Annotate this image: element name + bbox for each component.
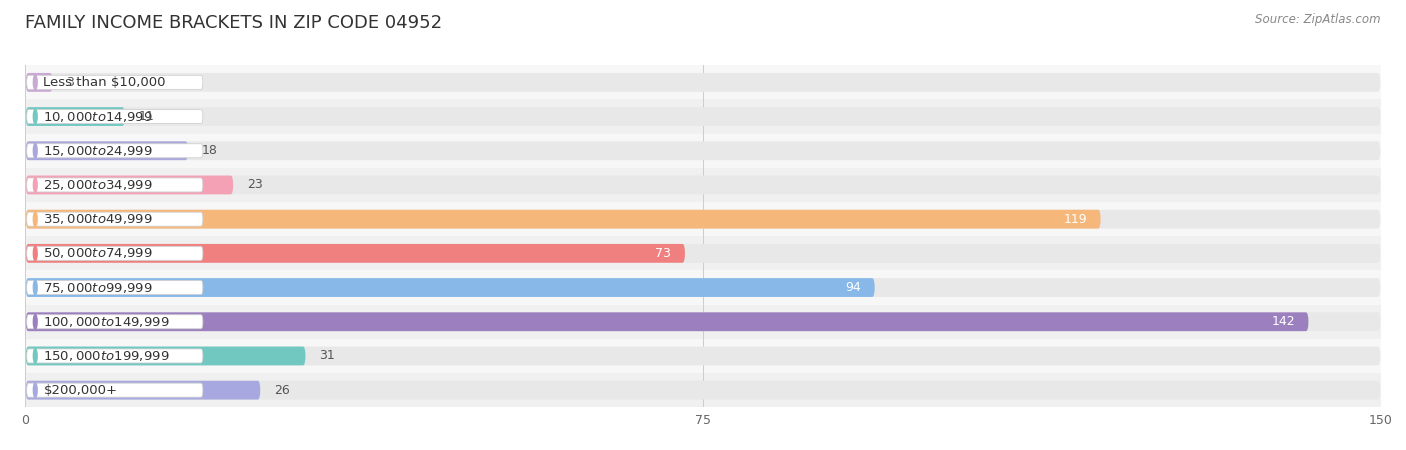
Bar [25, 339, 1381, 373]
Bar [25, 373, 1381, 407]
Text: $35,000 to $49,999: $35,000 to $49,999 [44, 212, 153, 226]
FancyBboxPatch shape [25, 278, 875, 297]
Text: 23: 23 [246, 179, 263, 191]
Bar [25, 134, 1381, 168]
FancyBboxPatch shape [25, 141, 1381, 160]
Text: $100,000 to $149,999: $100,000 to $149,999 [44, 315, 170, 329]
Circle shape [34, 280, 37, 295]
Text: $200,000+: $200,000+ [44, 384, 117, 396]
FancyBboxPatch shape [25, 381, 1381, 400]
Bar [25, 65, 1381, 99]
FancyBboxPatch shape [27, 246, 202, 261]
Text: 119: 119 [1063, 213, 1087, 225]
Text: 26: 26 [274, 384, 290, 396]
FancyBboxPatch shape [27, 212, 202, 226]
Circle shape [34, 109, 37, 124]
Circle shape [34, 144, 37, 158]
FancyBboxPatch shape [27, 349, 202, 363]
Text: FAMILY INCOME BRACKETS IN ZIP CODE 04952: FAMILY INCOME BRACKETS IN ZIP CODE 04952 [25, 14, 443, 32]
Circle shape [34, 246, 37, 261]
Text: 94: 94 [845, 281, 860, 294]
Text: 142: 142 [1271, 315, 1295, 328]
FancyBboxPatch shape [25, 278, 1381, 297]
Circle shape [34, 349, 37, 363]
Circle shape [34, 75, 37, 90]
FancyBboxPatch shape [25, 107, 1381, 126]
Bar [25, 202, 1381, 236]
FancyBboxPatch shape [27, 144, 202, 158]
FancyBboxPatch shape [25, 141, 188, 160]
FancyBboxPatch shape [25, 346, 1381, 365]
Text: 31: 31 [319, 350, 335, 362]
FancyBboxPatch shape [25, 210, 1101, 229]
Text: 11: 11 [138, 110, 155, 123]
Circle shape [34, 383, 37, 397]
Text: $75,000 to $99,999: $75,000 to $99,999 [44, 280, 153, 295]
FancyBboxPatch shape [25, 346, 305, 365]
Text: $25,000 to $34,999: $25,000 to $34,999 [44, 178, 153, 192]
FancyBboxPatch shape [25, 381, 260, 400]
Text: $150,000 to $199,999: $150,000 to $199,999 [44, 349, 170, 363]
Text: 73: 73 [655, 247, 672, 260]
FancyBboxPatch shape [25, 210, 1381, 229]
Bar [25, 270, 1381, 305]
FancyBboxPatch shape [25, 73, 1381, 92]
FancyBboxPatch shape [25, 312, 1381, 331]
Circle shape [34, 315, 37, 329]
FancyBboxPatch shape [25, 176, 1381, 194]
Circle shape [34, 178, 37, 192]
Text: $10,000 to $14,999: $10,000 to $14,999 [44, 109, 153, 124]
FancyBboxPatch shape [27, 178, 202, 192]
Circle shape [34, 212, 37, 226]
FancyBboxPatch shape [27, 383, 202, 397]
Text: 18: 18 [201, 144, 218, 157]
Text: Source: ZipAtlas.com: Source: ZipAtlas.com [1256, 14, 1381, 27]
FancyBboxPatch shape [27, 280, 202, 295]
Bar [25, 99, 1381, 134]
Text: Less than $10,000: Less than $10,000 [44, 76, 166, 89]
FancyBboxPatch shape [25, 244, 1381, 263]
FancyBboxPatch shape [27, 315, 202, 329]
FancyBboxPatch shape [27, 109, 202, 124]
FancyBboxPatch shape [25, 176, 233, 194]
Text: $15,000 to $24,999: $15,000 to $24,999 [44, 144, 153, 158]
Text: 3: 3 [66, 76, 75, 89]
Bar [25, 168, 1381, 202]
Bar [25, 305, 1381, 339]
FancyBboxPatch shape [25, 244, 685, 263]
FancyBboxPatch shape [25, 107, 125, 126]
FancyBboxPatch shape [27, 75, 202, 90]
Text: $50,000 to $74,999: $50,000 to $74,999 [44, 246, 153, 261]
FancyBboxPatch shape [25, 73, 52, 92]
FancyBboxPatch shape [25, 312, 1309, 331]
Bar [25, 236, 1381, 270]
